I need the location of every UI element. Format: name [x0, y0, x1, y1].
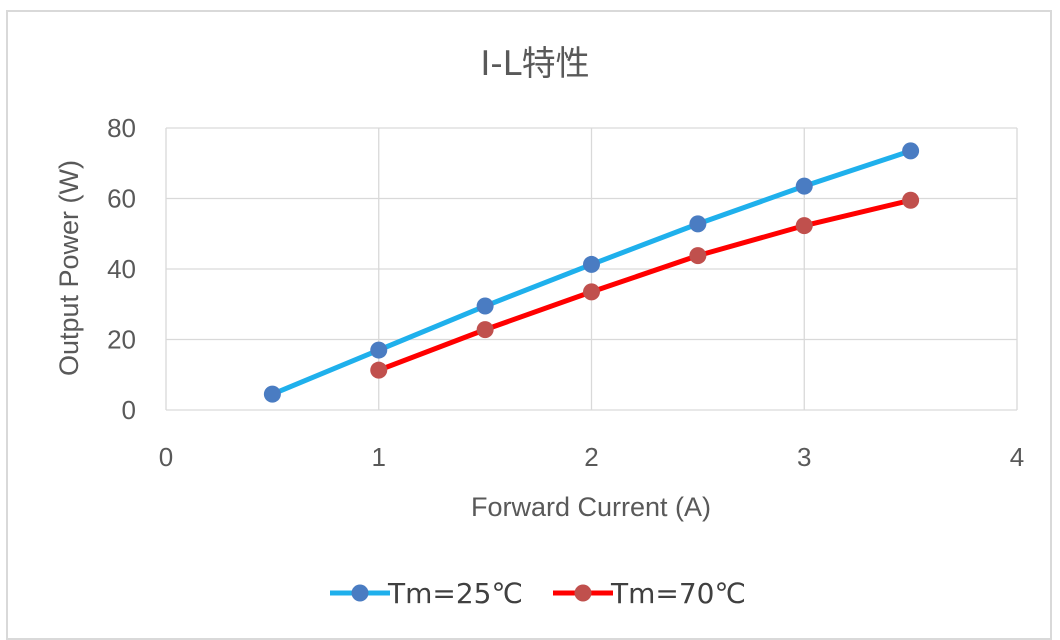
legend-marker — [574, 584, 592, 602]
y-tick-label: 0 — [122, 395, 136, 425]
data-point — [689, 247, 707, 265]
data-point — [902, 142, 920, 160]
data-point — [370, 341, 388, 359]
series-2 — [370, 191, 920, 379]
series-group — [263, 142, 920, 403]
x-tick-label: 0 — [159, 442, 173, 472]
data-point — [583, 283, 600, 301]
data-point — [795, 217, 813, 235]
x-tick-label: 4 — [1010, 442, 1024, 472]
y-tick-label: 80 — [107, 113, 136, 143]
y-tick-label: 40 — [107, 254, 136, 284]
y-tick-label: 60 — [107, 184, 136, 214]
x-tick-label: 1 — [372, 442, 386, 472]
series-line — [376, 197, 914, 373]
data-point — [902, 191, 920, 209]
chart-title: I-L特性 — [480, 44, 589, 84]
data-point — [476, 297, 494, 315]
data-point — [689, 215, 707, 233]
y-axis-title: Output Power (W) — [54, 160, 84, 376]
legend-item: Tm=25℃ — [330, 577, 523, 610]
y-tick-labels: 0 20 40 60 80 — [107, 113, 136, 425]
legend: Tm=25℃ Tm=70℃ — [330, 577, 746, 610]
x-tick-label: 3 — [797, 442, 811, 472]
chart-frame — [6, 10, 1052, 640]
legend-marker — [351, 584, 369, 602]
data-point — [583, 255, 600, 273]
legend-label: Tm=70℃ — [610, 577, 746, 610]
y-tick-label: 20 — [107, 325, 136, 355]
x-tick-label: 2 — [584, 442, 598, 472]
legend-item: Tm=70℃ — [553, 577, 746, 610]
x-axis-title: Forward Current (A) — [471, 492, 711, 522]
data-point — [795, 177, 813, 195]
data-point — [263, 385, 281, 403]
series-1 — [263, 142, 920, 403]
x-tick-labels: 0 1 2 3 4 — [159, 442, 1024, 472]
legend-label: Tm=25℃ — [387, 577, 523, 610]
data-point — [476, 321, 494, 339]
data-point — [370, 361, 388, 379]
